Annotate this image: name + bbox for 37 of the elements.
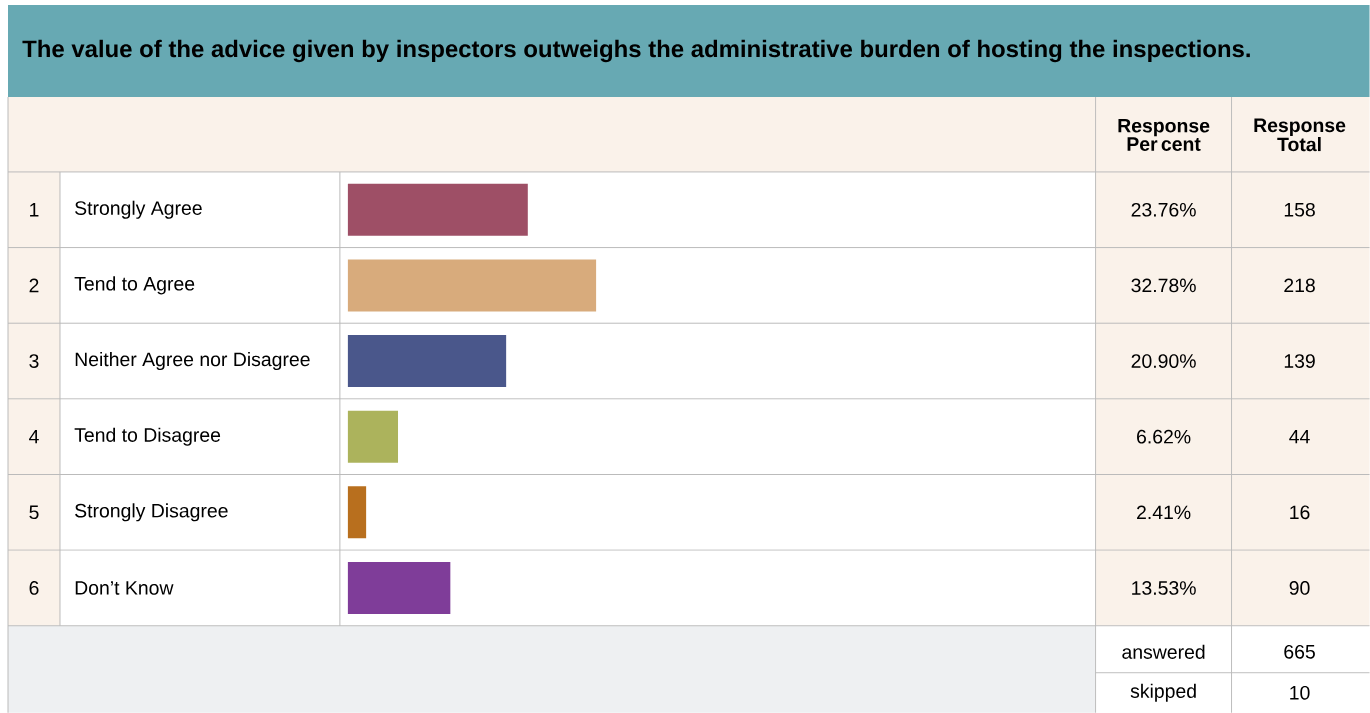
bar xyxy=(347,183,528,236)
y-tick-label: Tend to Agree xyxy=(74,276,195,295)
data-label: 6.62% xyxy=(1137,429,1191,444)
text: 2 xyxy=(29,278,39,293)
data-label: 2.41% xyxy=(1137,505,1191,520)
text: 139 xyxy=(1284,354,1315,368)
text: 158 xyxy=(1284,202,1315,217)
y-tick-label: Neither Agree nor Disagree xyxy=(75,351,310,370)
text: 6 xyxy=(29,580,39,595)
text: skipped xyxy=(1130,683,1196,702)
y-tick-label: Tend to Disagree xyxy=(74,427,221,446)
bar xyxy=(347,410,399,463)
data-label: 23.76% xyxy=(1131,202,1196,217)
y-tick-label: Strongly Disagree xyxy=(75,503,228,522)
text: 218 xyxy=(1284,278,1315,293)
data-label: 20.90% xyxy=(1131,354,1196,368)
bar xyxy=(347,486,367,539)
text: 16 xyxy=(1290,505,1310,520)
text: 665 xyxy=(1284,644,1315,659)
y-tick-label: Don’t Know xyxy=(75,581,174,595)
text: 3 xyxy=(29,354,39,368)
text: 10 xyxy=(1290,685,1310,700)
text: 90 xyxy=(1289,580,1310,595)
bar xyxy=(347,259,597,312)
text: 1 xyxy=(30,202,39,217)
data-label: 13.53% xyxy=(1132,580,1196,595)
chart-title: The value of the advice given by inspectors outweighs the administrative burden of hosting the inspections. xyxy=(22,39,1250,63)
bar xyxy=(347,561,451,614)
text: 44 xyxy=(1289,429,1310,444)
text: 5 xyxy=(29,505,39,519)
data-label: 32.78% xyxy=(1131,278,1196,293)
y-tick-label: Strongly Agree xyxy=(75,200,202,219)
text: Response Total xyxy=(1254,118,1346,152)
text: answered xyxy=(1122,644,1205,659)
bar xyxy=(347,334,507,387)
text: Response Per cent xyxy=(1118,118,1210,151)
text: 4 xyxy=(29,429,39,444)
